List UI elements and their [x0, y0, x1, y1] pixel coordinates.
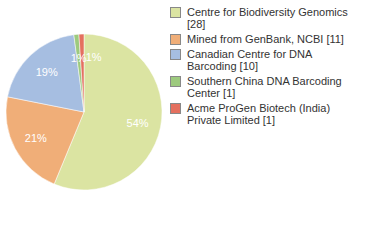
legend-item: Acme ProGen Biotech (India) Private Limi… — [170, 102, 355, 126]
pie-area: 54% 21% 19% 1%1% — [0, 0, 170, 240]
data-label: 21% — [25, 132, 47, 144]
legend-label: Southern China DNA Barcoding Center [1] — [187, 75, 342, 99]
legend-item: Southern China DNA Barcoding Center [1] — [170, 75, 355, 99]
legend-swatch — [170, 7, 181, 18]
data-label: 54% — [127, 117, 149, 129]
legend-item: Canadian Centre for DNA Barcoding [10] — [170, 48, 355, 72]
legend-item: Centre for Biodiversity Genomics [28] — [170, 6, 355, 30]
legend-label: Acme ProGen Biotech (India) Private Limi… — [187, 102, 330, 126]
chart: 54% 21% 19% 1%1% Centre for Biodiversity Ge… — [0, 0, 380, 240]
legend-item: Mined from GenBank, NCBI [11] — [170, 33, 355, 45]
pie-slice — [74, 34, 84, 112]
pie-slice — [79, 34, 84, 112]
legend-swatch — [170, 34, 181, 45]
legend-label: Mined from GenBank, NCBI [11] — [187, 33, 344, 45]
data-label: 19% — [36, 66, 58, 78]
data-label: 1% — [71, 52, 87, 64]
legend-swatch — [170, 49, 181, 60]
legend-swatch — [170, 103, 181, 114]
legend: Centre for Biodiversity Genomics [28] Min… — [170, 6, 370, 129]
pie-slice — [7, 35, 84, 112]
data-label: 1% — [86, 51, 102, 63]
legend-label: Canadian Centre for DNA Barcoding [10] — [187, 48, 312, 72]
legend-swatch — [170, 76, 181, 87]
legend-label: Centre for Biodiversity Genomics [28] — [187, 6, 348, 30]
